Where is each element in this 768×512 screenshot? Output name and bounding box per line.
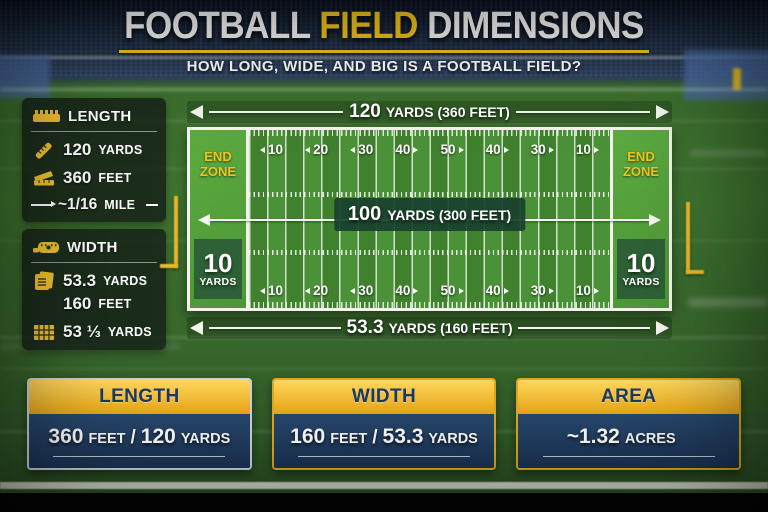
grass-yard-line [0,120,768,122]
length-row-yards: 120 YARDS [31,140,157,160]
grid-icon [33,324,54,340]
length-dimension-arrow: 120 YARDS (360 FEET) [187,101,672,123]
length-dimension-label: 120 YARDS (360 FEET) [349,101,510,122]
length-mile-unit: MILE [104,198,136,212]
stat-card-area: AREA ~1.32 ACRES [516,378,742,470]
stat-card-length-value: 360 FEET / 120 YARDS [48,425,231,448]
length-feet-value: 360 [63,168,92,187]
folding-ruler-icon [33,170,54,185]
stat-card-width-header: WIDTH [273,380,495,414]
photo-blur-streak [688,298,768,307]
arrowhead-left-icon [190,105,203,119]
stat-card-width-value: 160 FEET / 53.3 YARDS [290,425,478,448]
grass-sideline [0,482,768,489]
grass-yard-line [0,88,768,91]
grass-yard-line [0,336,768,339]
yard-numbers-bottom: 10 20 30 40 50 40 30 10 [249,283,610,298]
width-panel-title: WIDTH [67,239,118,256]
goalpost-right-base [686,270,704,274]
page-title: FOOTBALL FIELD DIMENSIONS [0,4,768,47]
ruler-icon [33,110,60,122]
width-feet-value: 160 [63,294,92,313]
width-row-feet: 160 FEET [31,294,157,314]
stat-card-area-value: ~1.32 ACRES [566,425,676,448]
yard-numbers-top: 10 20 30 40 50 40 30 10 [249,142,610,157]
arrowhead-left-icon [190,321,203,335]
football-field-diagram: 10 20 30 40 50 40 30 10 10 20 30 40 50 4… [187,127,672,311]
yard-ticks-top [249,130,610,136]
arrowhead-right-icon [649,214,661,226]
end-zone-left-label: END ZONE [199,149,237,179]
stat-card-length-header: LENGTH [29,380,250,414]
title-word-field: FIELD [319,4,418,47]
stat-underline [53,456,226,457]
arrow-line-icon [31,201,56,207]
photo-blur-streak [690,150,768,156]
width-row-fraction: 53 ⅓ YARDS [31,322,157,342]
width-panel-header: WIDTH [31,237,157,263]
width-row-yards: 53.3 YARDS [31,271,157,291]
tape-measure-icon [33,241,59,253]
width-dimension-arrow: 53.3 YARDS (160 FEET) [187,317,672,339]
endzone-pylon [733,68,741,90]
stadium-railing [0,56,768,59]
arrowhead-right-icon [656,105,670,119]
stick-ruler-icon [35,142,52,159]
hash-marks-upper [249,192,610,197]
length-yards-value: 120 [63,140,92,159]
length-panel: LENGTH 120 YARDS [22,98,166,222]
stadium-wall-left [0,56,50,98]
length-panel-title: LENGTH [68,108,132,125]
stat-card-area-header: AREA [518,380,740,414]
end-zone-right-depth-badge: 10 YARDS [617,239,665,299]
stat-card-length: LENGTH 360 FEET / 120 YARDS [27,378,252,470]
length-mile-value: ~1/16 [58,196,98,213]
width-panel: WIDTH 53.3 YARDS 160 FEET [22,229,166,350]
goalpost-left-base [160,264,178,268]
stat-underline [297,456,471,457]
width-feet-unit: FEET [98,297,132,311]
field-length-badge: 100 YARDS (300 FEET) [333,198,526,231]
length-feet-unit: FEET [98,171,132,185]
length-row-mile: ~1/16 MILE [31,196,159,214]
stat-underline [542,456,715,457]
end-zone-right-label: END ZONE [622,149,660,179]
width-fraction-value: 53 ⅓ [63,322,101,341]
notepad-icon [34,271,54,290]
goalpost-right [686,202,690,274]
summary-stats-row: LENGTH 360 FEET / 120 YARDS WIDTH 160 FEET … [27,378,742,470]
width-yards-value: 53.3 [63,271,97,290]
length-row-feet: 360 FEET [31,168,157,188]
arrowhead-left-icon [198,214,210,226]
page-subtitle: HOW LONG, WIDE, AND BIG IS A FOOTBALL FI… [186,58,582,75]
arrowhead-right-icon [656,321,670,335]
yard-ticks-bottom [249,302,610,308]
title-word-dimensions: DIMENSIONS [427,4,644,47]
stadium-wall-right [684,50,768,100]
width-yards-unit: YARDS [103,274,148,288]
length-yards-unit: YARDS [98,143,143,157]
stat-card-width: WIDTH 160 FEET / 53.3 YARDS [271,378,497,470]
hash-marks-lower [249,250,610,255]
grass-yard-line [0,368,768,370]
goalpost-left [174,196,178,268]
length-panel-header: LENGTH [31,106,157,132]
width-dimension-label: 53.3 YARDS (160 FEET) [346,317,513,338]
width-fraction-unit: YARDS [107,325,152,339]
end-zone-left-depth-badge: 10 YARDS [194,239,242,299]
title-word-football: FOOTBALL [124,4,311,47]
bottom-black-bar [0,493,768,512]
title-underline [119,50,649,53]
dash-icon [146,204,159,206]
stadium-crowd-backdrop [0,0,768,78]
